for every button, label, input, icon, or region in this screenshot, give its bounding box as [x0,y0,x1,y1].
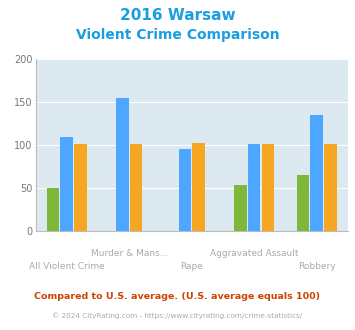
Bar [179,149,191,231]
Text: 2016 Warsaw: 2016 Warsaw [120,8,235,23]
Bar [248,144,261,231]
Bar [60,137,73,231]
Text: Violent Crime Comparison: Violent Crime Comparison [76,28,279,42]
Bar [234,185,246,231]
Text: Rape: Rape [180,262,203,271]
Text: All Violent Crime: All Violent Crime [29,262,105,271]
Bar [192,144,205,231]
Text: Murder & Mans...: Murder & Mans... [91,249,168,258]
Bar [130,144,142,231]
Bar [310,115,323,231]
Bar [324,144,337,231]
Bar [116,98,129,231]
Text: Robbery: Robbery [298,262,335,271]
Bar [296,175,309,231]
Text: Compared to U.S. average. (U.S. average equals 100): Compared to U.S. average. (U.S. average … [34,292,321,301]
Text: Aggravated Assault: Aggravated Assault [210,249,299,258]
Text: © 2024 CityRating.com - https://www.cityrating.com/crime-statistics/: © 2024 CityRating.com - https://www.city… [53,312,302,318]
Bar [262,144,274,231]
Bar [75,144,87,231]
Bar [47,188,59,231]
